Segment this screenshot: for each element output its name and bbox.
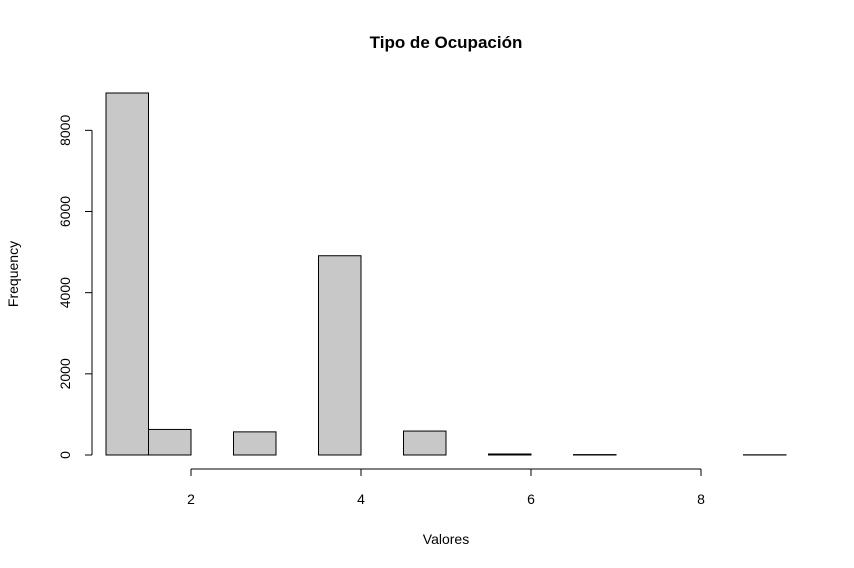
y-axis: 0 2000 4000 6000 8000 [57, 115, 93, 459]
x-axis-label: Valores [423, 531, 469, 547]
histogram-bar [318, 255, 362, 456]
x-tick-label: 8 [697, 491, 705, 507]
x-tick-label: 2 [187, 491, 195, 507]
bars-group [105, 92, 787, 456]
y-tick-label: 4000 [57, 277, 73, 308]
x-tick-label: 4 [357, 491, 365, 507]
histogram-bar [233, 431, 277, 456]
x-axis: 2 4 6 8 [187, 468, 705, 507]
x-tick-label: 6 [527, 491, 535, 507]
chart-title: Tipo de Ocupación [370, 33, 523, 52]
y-tick-label: 2000 [57, 358, 73, 389]
y-axis-label: Frequency [5, 241, 21, 307]
histogram-bar [148, 428, 192, 456]
histogram-bar [488, 453, 532, 456]
histogram-bar [403, 430, 447, 456]
y-tick-label: 8000 [57, 115, 73, 146]
y-tick-label: 0 [57, 451, 73, 459]
histogram-bar [105, 92, 149, 456]
y-tick-label: 6000 [57, 196, 73, 227]
